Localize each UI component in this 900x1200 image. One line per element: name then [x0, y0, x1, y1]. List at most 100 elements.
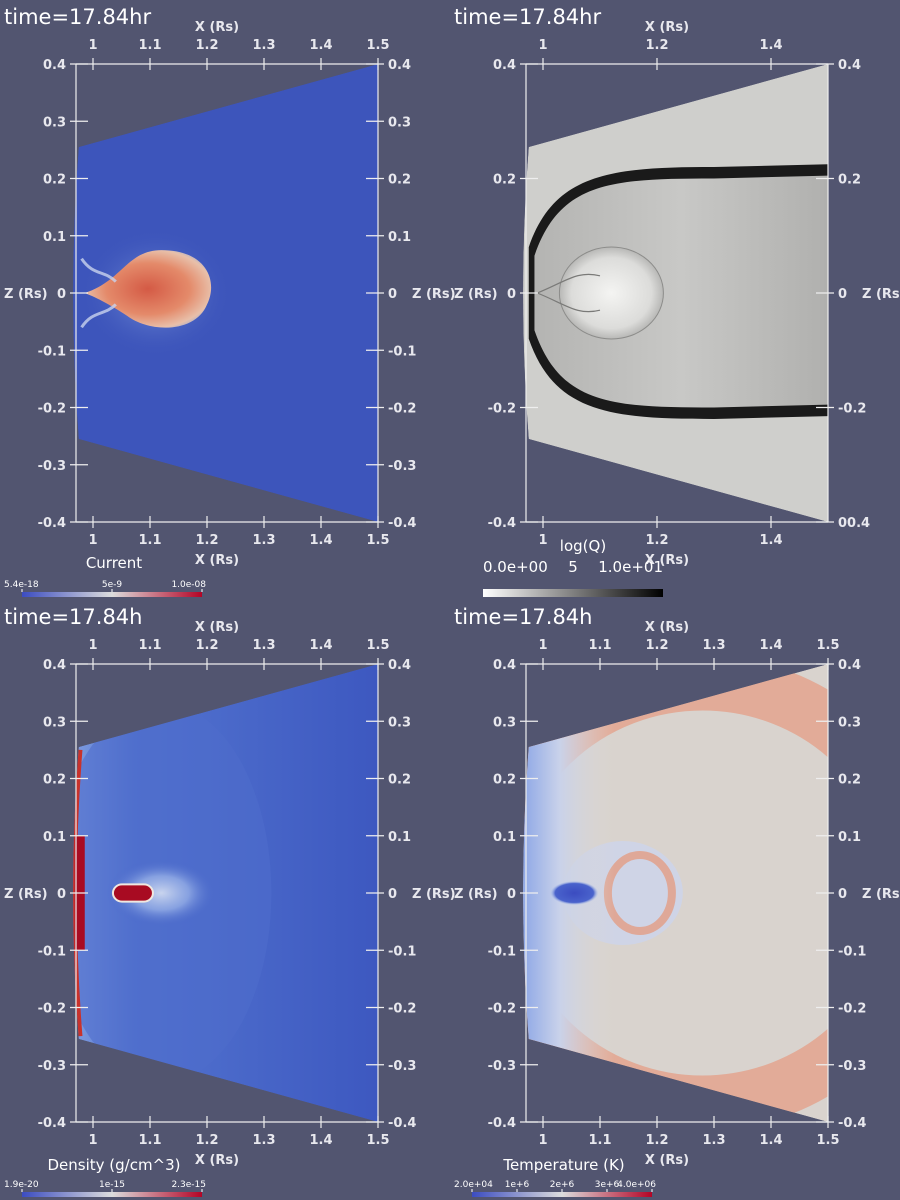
x-tick-label-top: 1.5 [366, 38, 389, 53]
time-label: time=17.84hr [454, 5, 601, 29]
panel-1: 1 1 1.1 1.1 1.2 1.2 1.3 1.3 1.4 1.4 1.5 1.5 X (Rs) X … [4, 5, 456, 597]
x-axis-title-bottom: X (Rs) [195, 553, 239, 568]
colorbar-tick-label: 5.4e-18 [4, 580, 39, 590]
y-tick-label-right: 0.2 [838, 173, 861, 188]
field-4 [523, 664, 829, 1122]
colorbar [22, 592, 202, 597]
colorbar-tick-label: 1.0e+01 [598, 558, 663, 576]
x-tick-label-bottom: 1.4 [309, 533, 332, 548]
y-tick-label-right: -0.4 [388, 516, 416, 531]
y-tick-label-right: 0.4 [388, 658, 411, 673]
y-tick-label-left: 0.4 [43, 58, 66, 73]
x-tick-label-bottom: 1.4 [309, 1133, 332, 1148]
x-tick-label-top: 1 [88, 638, 97, 653]
y-tick-label-left: -0.4 [488, 516, 516, 531]
y-tick-label-right: 0.1 [838, 830, 861, 845]
time-label: time=17.84h [454, 605, 592, 629]
y-tick-label-right: 0.3 [838, 715, 861, 730]
colorbar-tick-label: 2.3e-15 [171, 1180, 206, 1190]
y-tick-label-right: -0.3 [388, 459, 416, 474]
q-flux-rope [558, 246, 664, 340]
x-tick-label-top: 1.3 [252, 638, 275, 653]
x-axis-title-top: X (Rs) [195, 620, 239, 635]
y-tick-label-right: 0 [388, 287, 397, 302]
colorbar-tick-label: 2e+6 [550, 1180, 575, 1190]
x-tick-label-bottom: 1.2 [645, 1133, 668, 1148]
x-axis-title-bottom: X (Rs) [645, 1153, 689, 1168]
y-tick-label-right: 00.4 [838, 516, 870, 531]
y-axis-title-right: Z (Rs) [412, 887, 456, 902]
y-tick-label-left: 0.3 [43, 715, 66, 730]
colorbar-tick-label: 5 [568, 558, 578, 576]
x-tick-label-bottom: 1.3 [702, 1133, 725, 1148]
colorbar-tick-label: 3e+6 [595, 1180, 620, 1190]
x-tick-label-bottom: 1.4 [759, 1133, 782, 1148]
y-tick-label-left: 0 [57, 287, 66, 302]
x-tick-label-top: 1.3 [252, 38, 275, 53]
y-axis-title-left: Z (Rs) [4, 887, 48, 902]
y-tick-label-right: 0 [838, 287, 847, 302]
field-3 [73, 664, 379, 1122]
y-tick-label-right: 0.2 [838, 773, 861, 788]
y-tick-label-right: 0.1 [388, 830, 411, 845]
current-sheet-upper [80, 257, 117, 283]
x-tick-label-top: 1.2 [195, 638, 218, 653]
y-axis-title-right: Z (Rs) [862, 887, 900, 902]
y-tick-label-right: -0.4 [838, 1116, 866, 1131]
y-tick-label-right: 0.2 [388, 773, 411, 788]
y-tick-label-right: -0.3 [388, 1059, 416, 1074]
x-tick-label-bottom: 1.4 [759, 533, 782, 548]
x-tick-label-bottom: 1.2 [645, 533, 668, 548]
q-inner-region [534, 175, 828, 408]
x-tick-label-top: 1 [538, 38, 547, 53]
x-axis-title-bottom: X (Rs) [195, 1153, 239, 1168]
y-tick-label-left: 0 [507, 287, 516, 302]
x-tick-label-top: 1.4 [309, 38, 332, 53]
y-tick-label-left: -0.4 [38, 516, 66, 531]
y-tick-label-left: -0.1 [488, 944, 516, 959]
y-tick-label-left: 0.1 [493, 830, 516, 845]
y-tick-label-left: -0.2 [488, 1002, 516, 1017]
y-tick-label-right: 0.3 [388, 115, 411, 130]
colorbar [472, 1192, 652, 1197]
x-tick-label-top: 1.4 [309, 638, 332, 653]
density-glow [106, 859, 217, 927]
y-tick-label-left: -0.1 [38, 944, 66, 959]
field-1 [73, 64, 379, 522]
x-tick-label-bottom: 1.2 [195, 1133, 218, 1148]
y-tick-label-left: 0.4 [493, 58, 516, 73]
x-tick-label-bottom: 1 [88, 533, 97, 548]
y-tick-label-left: -0.3 [38, 1059, 66, 1074]
y-tick-label-right: -0.2 [838, 402, 866, 417]
x-tick-label-bottom: 1.3 [252, 533, 275, 548]
x-tick-label-top: 1.3 [702, 638, 725, 653]
flux-rope-current [84, 250, 212, 328]
x-axis-title-bottom: X (Rs) [645, 553, 689, 568]
y-tick-label-left: 0 [507, 887, 516, 902]
x-tick-label-top: 1.5 [366, 638, 389, 653]
x-tick-label-bottom: 1.3 [252, 1133, 275, 1148]
x-tick-label-bottom: 1.5 [816, 1133, 839, 1148]
y-tick-label-left: -0.1 [38, 344, 66, 359]
y-tick-label-left: 0.3 [43, 115, 66, 130]
x-tick-label-bottom: 1 [538, 1133, 547, 1148]
colorbar [22, 1192, 202, 1197]
y-tick-label-left: 0.2 [43, 773, 66, 788]
x-tick-label-top: 1.1 [138, 638, 161, 653]
field-2 [523, 64, 828, 522]
x-tick-label-top: 1.5 [816, 638, 839, 653]
y-tick-label-left: 0.2 [43, 173, 66, 188]
q-sheet-lower [537, 292, 601, 313]
panel-2: 111.21.21.41.4X (Rs)X (Rs)0.4 0.40.2 0.20 0… [454, 5, 900, 597]
x-tick-label-top: 1.1 [588, 638, 611, 653]
y-tick-label-left: -0.4 [488, 1116, 516, 1131]
x-tick-label-bottom: 1 [88, 1133, 97, 1148]
current-sheet-lower [80, 303, 117, 329]
colorbar [483, 589, 663, 597]
colorbar-tick-label: 1.0e-08 [171, 580, 206, 590]
y-tick-label-right: -0.3 [838, 1059, 866, 1074]
time-label: time=17.84h [4, 605, 142, 629]
y-tick-label-left: -0.3 [488, 1059, 516, 1074]
colorbar-tick-label: 1e-15 [99, 1180, 125, 1190]
